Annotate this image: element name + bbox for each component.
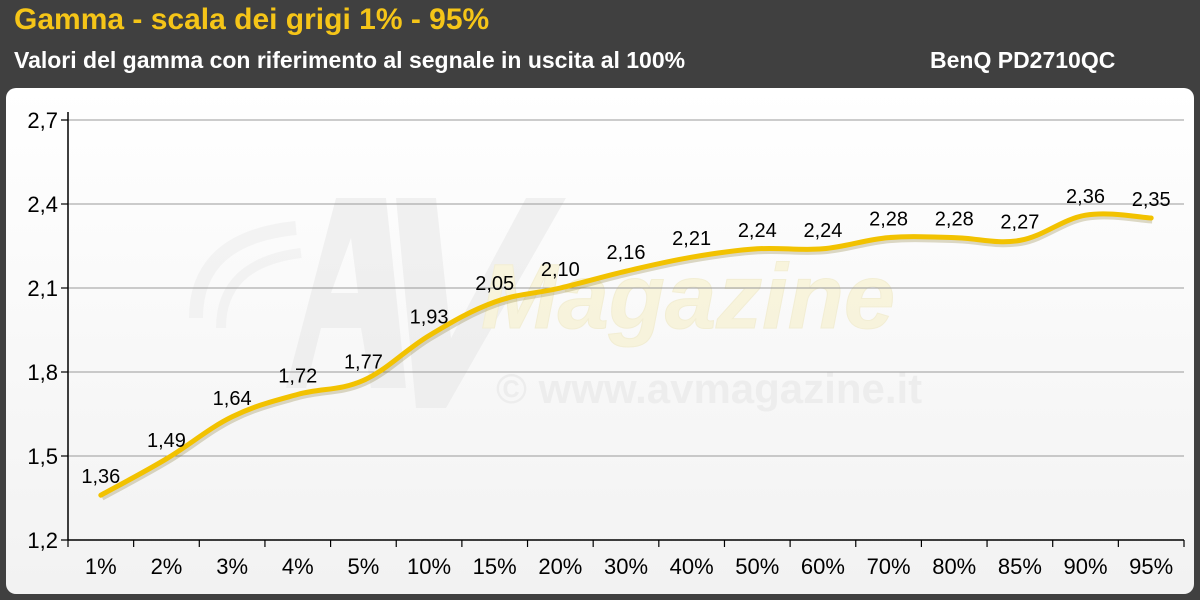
data-label: 2,28: [869, 209, 908, 231]
x-tick-labels: 1% 2% 3% 4% 5% 10% 15% 20% 30% 40% 50% 60% 70% 80% 85%…: [85, 554, 1173, 579]
x-tick-label: 85%: [998, 554, 1042, 579]
data-label: 2,10: [541, 259, 580, 281]
axes: [61, 112, 1185, 547]
data-label: 1,72: [278, 365, 317, 387]
x-tick-label: 40%: [670, 554, 714, 579]
x-tick-label: 10%: [407, 554, 451, 579]
y-tick-label: 2,4: [27, 192, 58, 217]
x-tick-label: 30%: [604, 554, 648, 579]
data-point: [1149, 216, 1154, 220]
monitor-model: BenQ PD2710QC: [930, 47, 1116, 73]
plot-panel: Magazine © www.avmagazine.it 1,2 1,5 1,8 2,…: [6, 88, 1194, 594]
data-label: 1,36: [81, 466, 120, 488]
data-point: [1083, 213, 1088, 218]
data-label: 2,21: [672, 228, 711, 250]
data-point: [755, 246, 760, 251]
x-tick-label: 5%: [348, 554, 380, 579]
data-point: [624, 269, 628, 274]
x-tick-label: 15%: [473, 554, 517, 579]
grid-lines: [68, 119, 1184, 457]
data-point: [427, 333, 432, 338]
data-label: 2,05: [475, 273, 514, 295]
chart-subtitle: Valori del gamma con riferimento al segn…: [14, 47, 686, 73]
watermark-url: © www.avmagazine.it: [496, 365, 922, 412]
y-tick-label: 2,1: [27, 276, 58, 301]
data-labels: 1,36 1,49 1,64 1,72 1,77 1,93 2,05 2,10 2,16 2,21…: [81, 186, 1170, 488]
x-tick-label: 95%: [1129, 554, 1173, 579]
data-point: [98, 493, 103, 498]
data-label: 2,35: [1132, 189, 1171, 211]
watermark-logo-text: Magazine: [481, 246, 895, 348]
data-point: [886, 235, 891, 240]
x-tick-label: 90%: [1064, 554, 1108, 579]
data-label: 2,27: [1000, 211, 1039, 233]
data-label: 1,77: [344, 351, 383, 373]
data-point: [558, 286, 563, 290]
gamma-line-chart: Magazine © www.avmagazine.it 1,2 1,5 1,8 2,…: [27, 108, 1185, 579]
data-point: [295, 392, 300, 397]
x-tick-label: 60%: [801, 554, 845, 579]
y-tick-label: 1,8: [27, 360, 58, 385]
x-tick-label: 20%: [538, 554, 582, 579]
data-label: 1,49: [147, 430, 186, 452]
series-gamma: [98, 211, 1154, 501]
x-tick-label: 4%: [282, 554, 314, 579]
x-tick-label: 2%: [151, 554, 183, 579]
data-point: [361, 378, 366, 383]
avmagazine-watermark: Magazine © www.avmagazine.it: [189, 198, 922, 412]
y-tick-label: 1,2: [27, 528, 58, 553]
data-label: 2,24: [803, 220, 842, 242]
data-point: [689, 255, 694, 260]
y-tick-labels: 1,2 1,5 1,8 2,1 2,4 2,7: [27, 108, 58, 553]
x-tick-label: 3%: [216, 554, 248, 579]
data-point: [820, 246, 825, 251]
data-point: [492, 300, 497, 304]
av-logo-mark: [189, 198, 566, 408]
chart-header: Gamma - scala dei grigi 1% - 95% Valori …: [0, 0, 1200, 86]
y-tick-label: 2,7: [27, 108, 58, 133]
data-label: 2,28: [935, 209, 974, 231]
x-tick-label: 50%: [735, 554, 779, 579]
data-label: 1,64: [213, 388, 252, 410]
data-label: 2,24: [738, 220, 777, 242]
data-label: 2,36: [1066, 186, 1105, 208]
data-label: 2,16: [607, 242, 646, 264]
data-point: [230, 414, 235, 419]
x-tick-label: 80%: [932, 554, 976, 579]
chart-title: Gamma - scala dei grigi 1% - 95%: [14, 3, 490, 36]
x-tick-label: 1%: [85, 554, 117, 579]
y-tick-label: 1,5: [27, 444, 58, 469]
data-point: [952, 235, 957, 240]
data-point: [164, 456, 169, 461]
x-tick-label: 70%: [867, 554, 911, 579]
data-point: [1017, 238, 1022, 243]
data-label: 1,93: [410, 307, 449, 329]
